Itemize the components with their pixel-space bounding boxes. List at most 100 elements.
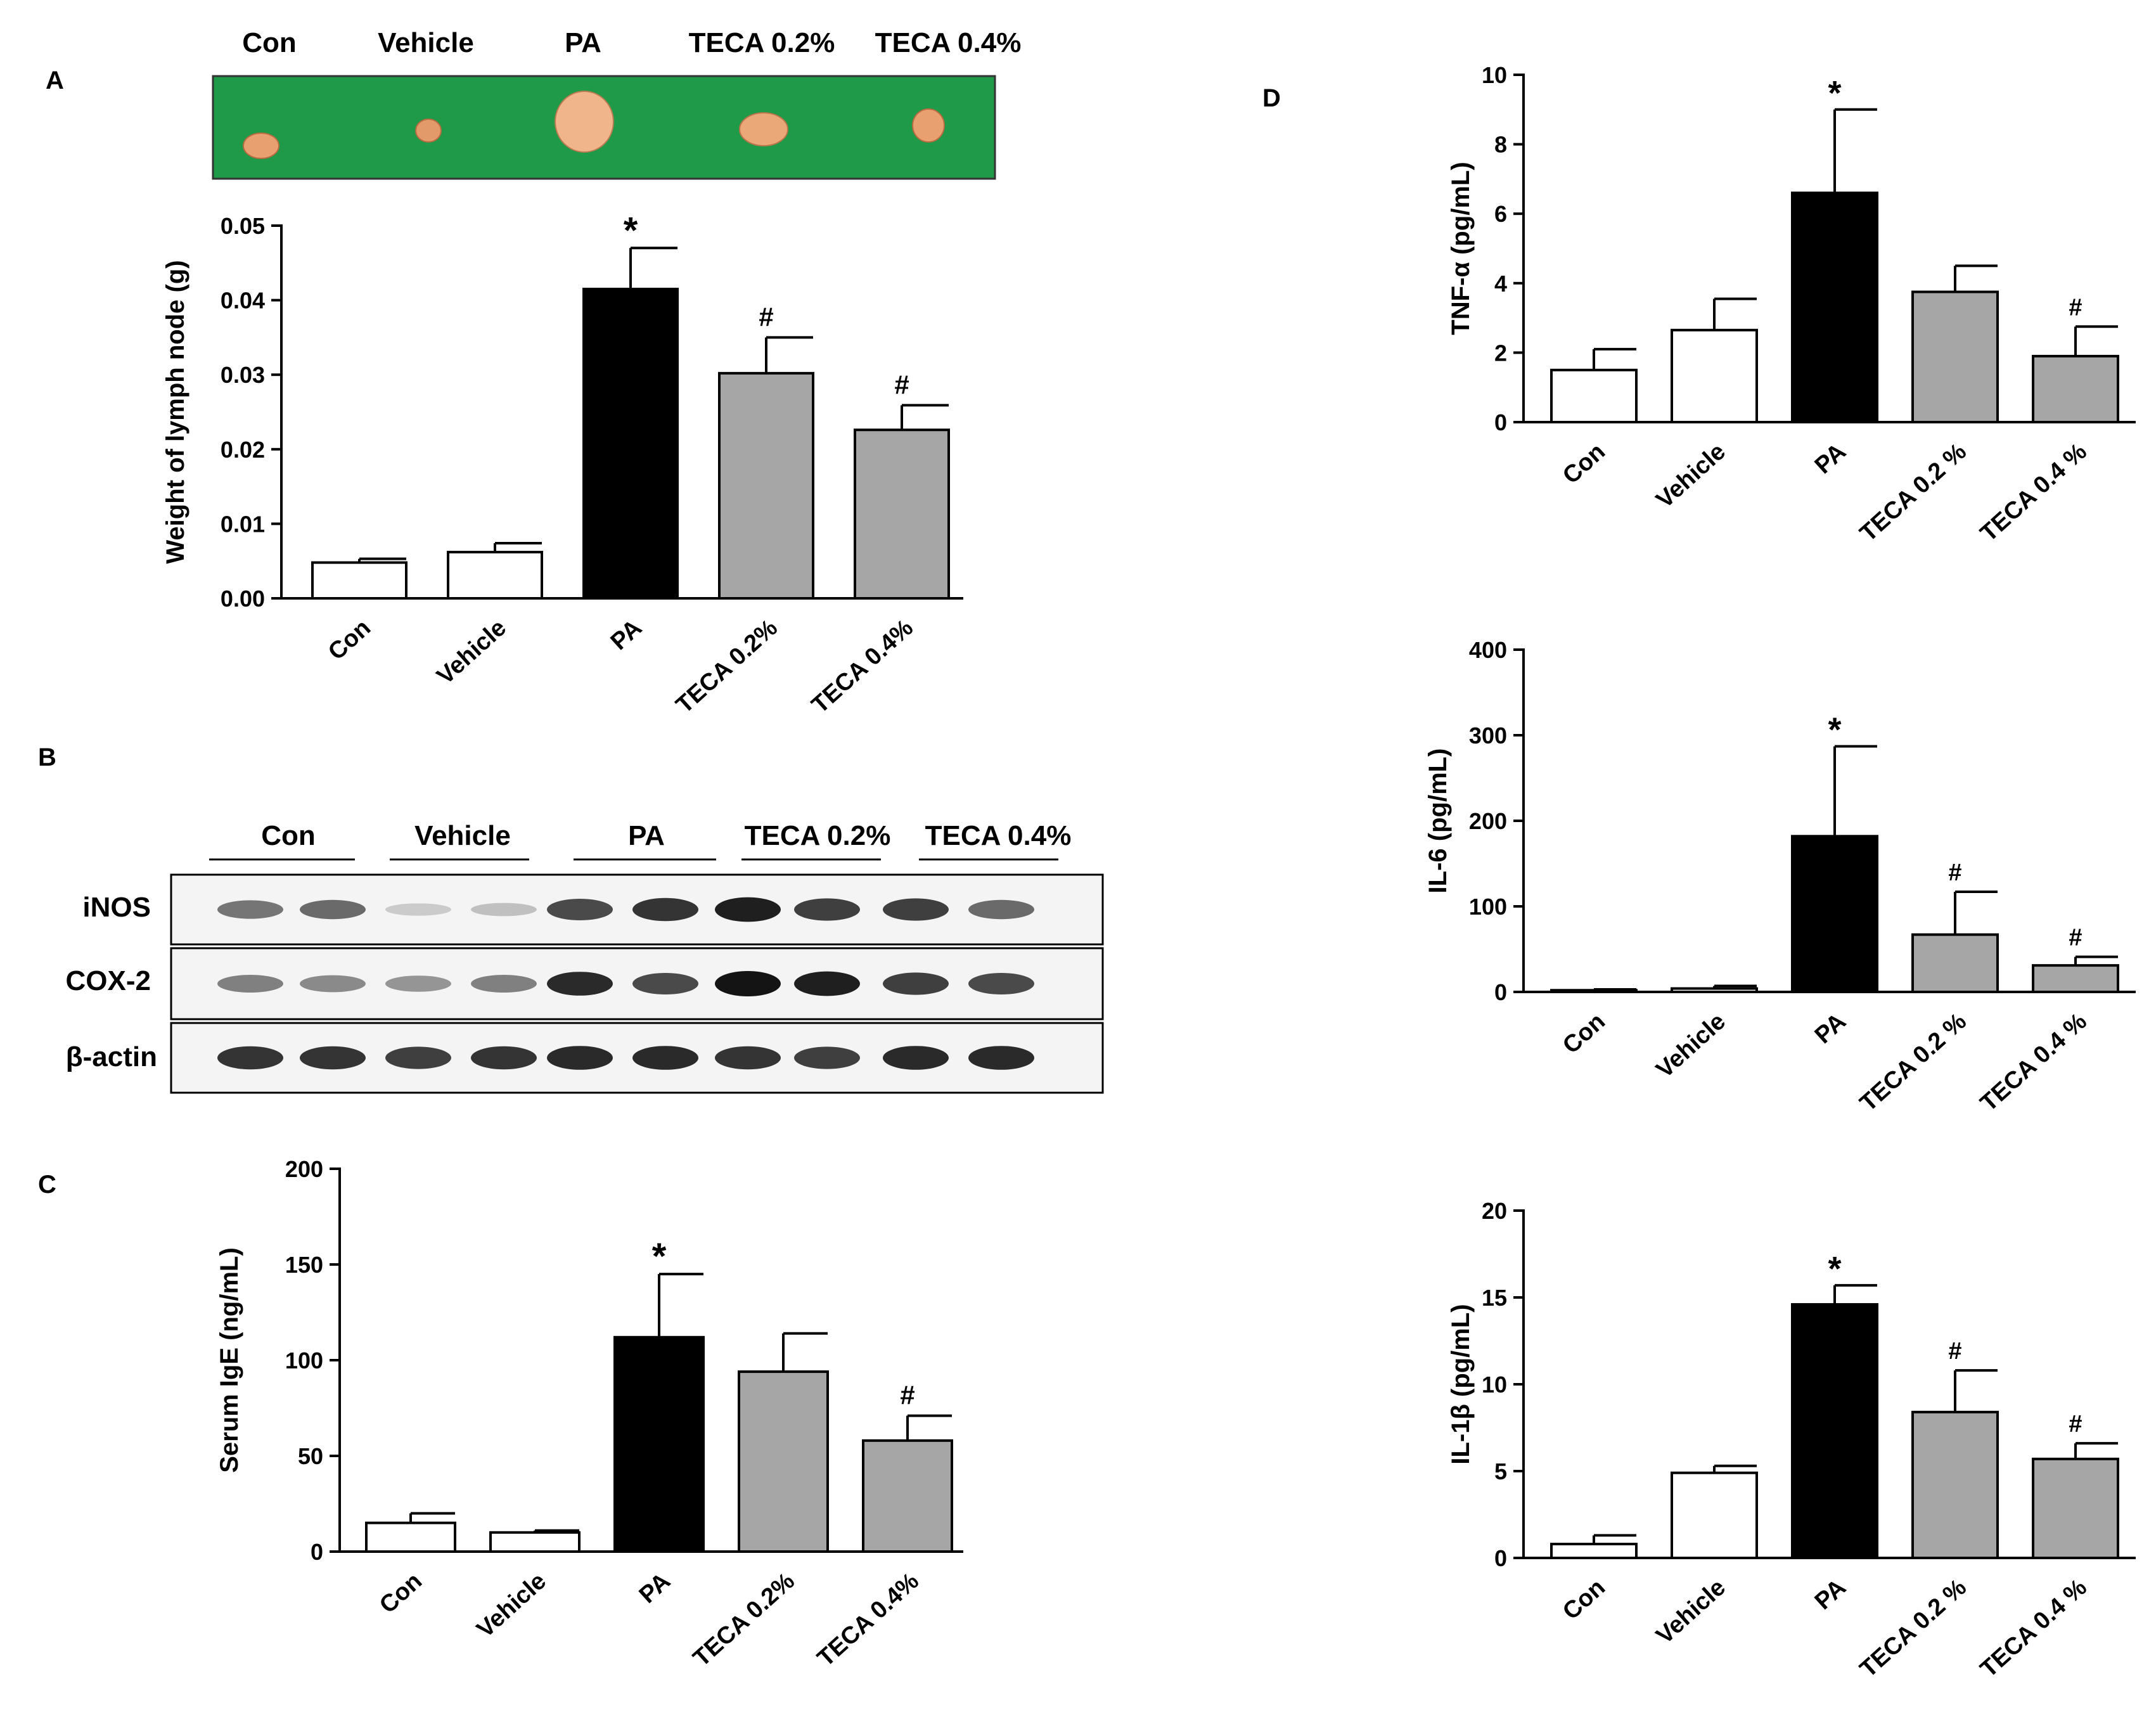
y-tick-label: 0 — [311, 1539, 323, 1565]
y-tick-label: 100 — [285, 1348, 323, 1373]
x-category-label: TECA 0.4 % — [1975, 1008, 2092, 1117]
bar-con — [1550, 1543, 1638, 1560]
blot-group-con: Con — [261, 820, 316, 851]
chart-il-6: 0 100 200 300 400 IL-6 (pg/mL) Con Vehicle * PA # T… — [1424, 637, 2136, 1117]
y-axis-title: Weight of lymph node (g) — [162, 260, 189, 563]
x-category-label: TECA 0.4 % — [1975, 1574, 2092, 1683]
photo-label-teca02: TECA 0.2% — [689, 27, 835, 58]
blot-band — [471, 903, 537, 917]
x-category-label: PA — [1810, 1008, 1851, 1049]
bar-con — [1550, 989, 1638, 994]
photo-label-vehicle: Vehicle — [378, 27, 474, 58]
blot-band — [883, 972, 949, 995]
y-tick-label: 15 — [1482, 1285, 1507, 1311]
bar-pa — [1791, 191, 1878, 423]
lymph-node-teca04 — [912, 108, 945, 143]
chart-il-1beta: 0 5 10 15 20 IL-1β (pg/mL) Con Vehicle * PA # TECA … — [1447, 1198, 2136, 1683]
blot-band — [471, 975, 537, 993]
blot-band — [300, 899, 366, 920]
y-tick-label: 150 — [285, 1252, 323, 1278]
y-tick-label: 0 — [1494, 409, 1507, 435]
bar-con — [311, 561, 407, 600]
significance-star: * — [1828, 1250, 1841, 1288]
significance-star: * — [624, 210, 638, 251]
blot-group-teca04: TECA 0.4% — [925, 820, 1072, 851]
blot-band — [794, 971, 860, 996]
photo-label-con: Con — [242, 27, 297, 58]
y-tick-label: 0.01 — [221, 511, 265, 537]
blot-band — [715, 897, 781, 922]
y-tick-label: 5 — [1494, 1458, 1507, 1484]
x-category-label: TECA 0.2 % — [1855, 1008, 1972, 1117]
blot-label-bactin: β-actin — [66, 1041, 157, 1072]
bar-teca-0-4- — [2032, 1457, 2119, 1560]
y-tick-label: 0.00 — [221, 586, 265, 612]
y-tick-label: 10 — [1482, 1372, 1507, 1398]
blot-band — [883, 1046, 949, 1070]
bar-con — [1550, 368, 1638, 423]
y-axis-title: IL-1β (pg/mL) — [1447, 1304, 1475, 1464]
blot-band — [794, 1046, 860, 1069]
blot-group-pa: PA — [628, 820, 665, 851]
x-category-label: Vehicle — [1652, 1574, 1731, 1649]
y-tick-label: 8 — [1494, 132, 1507, 158]
panel-letter-a: A — [46, 67, 64, 94]
western-blot: Con Vehicle PA TECA 0.2% TECA 0.4% iNOS … — [66, 820, 1104, 1094]
blot-band — [883, 898, 949, 921]
bar-teca-0-4- — [2032, 354, 2119, 424]
y-axis-title: IL-6 (pg/mL) — [1424, 749, 1452, 894]
x-category-label: TECA 0.4% — [807, 614, 918, 719]
x-category-label: Con — [1558, 1574, 1610, 1625]
bar-teca-0-4- — [862, 1439, 953, 1554]
lymph-node-con — [243, 132, 279, 159]
bar-teca-0-2- — [1911, 1410, 1999, 1560]
y-axis-title: Serum IgE (ng/mL) — [215, 1247, 243, 1473]
significance-hash: # — [2069, 925, 2082, 951]
x-category-label: Vehicle — [472, 1567, 551, 1643]
x-category-label: PA — [1810, 438, 1851, 479]
bar-vehicle — [1671, 987, 1758, 993]
photo-label-teca04: TECA 0.4% — [875, 27, 1022, 58]
blot-band — [217, 900, 283, 919]
y-axis-title: TNF-α (pg/mL) — [1447, 162, 1475, 335]
blot-group-vehicle: Vehicle — [414, 820, 511, 851]
y-tick-label: 0.05 — [221, 213, 265, 239]
blot-band — [217, 1046, 283, 1070]
y-tick-label: 400 — [1469, 637, 1507, 663]
significance-hash: # — [1948, 1338, 1961, 1365]
x-category-label: Vehicle — [1652, 1008, 1731, 1083]
y-tick-label: 10 — [1482, 62, 1507, 88]
significance-hash: # — [900, 1380, 914, 1410]
y-tick-label: 0 — [1494, 979, 1507, 1005]
blot-band — [632, 1046, 698, 1070]
x-category-label: TECA 0.2% — [671, 614, 783, 719]
significance-star: * — [1828, 711, 1841, 749]
x-category-label: TECA 0.2% — [688, 1567, 800, 1672]
blot-band — [968, 1046, 1034, 1070]
bar-vehicle — [1671, 328, 1758, 424]
blot-band — [471, 1046, 537, 1070]
x-category-label: Con — [1558, 1008, 1610, 1059]
blot-band — [300, 975, 366, 993]
y-tick-label: 50 — [298, 1443, 323, 1469]
blot-band — [547, 1046, 613, 1070]
photo-label-pa: PA — [565, 27, 601, 58]
blot-band — [715, 971, 781, 996]
bar-teca-0-4- — [2032, 964, 2119, 994]
lymph-node-pa — [555, 91, 614, 153]
y-tick-label: 6 — [1494, 201, 1507, 227]
significance-hash: # — [2069, 294, 2082, 321]
x-category-label: PA — [634, 1567, 676, 1609]
blot-band — [385, 1046, 451, 1069]
significance-hash: # — [2069, 1411, 2082, 1438]
blot-band — [968, 973, 1034, 994]
x-category-label: Con — [375, 1567, 427, 1619]
x-category-label: TECA 0.2 % — [1855, 1574, 1972, 1683]
bar-teca-0-4- — [854, 428, 950, 600]
bar-pa — [1791, 835, 1878, 994]
lymph-node-photo: Con Vehicle PA TECA 0.2% TECA 0.4% — [212, 27, 1022, 180]
y-tick-label: 200 — [285, 1156, 323, 1182]
blot-band — [385, 975, 451, 992]
chart-serum-ige: 0 50 100 150 200 Serum IgE (ng/mL) Con Vehicle *… — [215, 1156, 963, 1672]
